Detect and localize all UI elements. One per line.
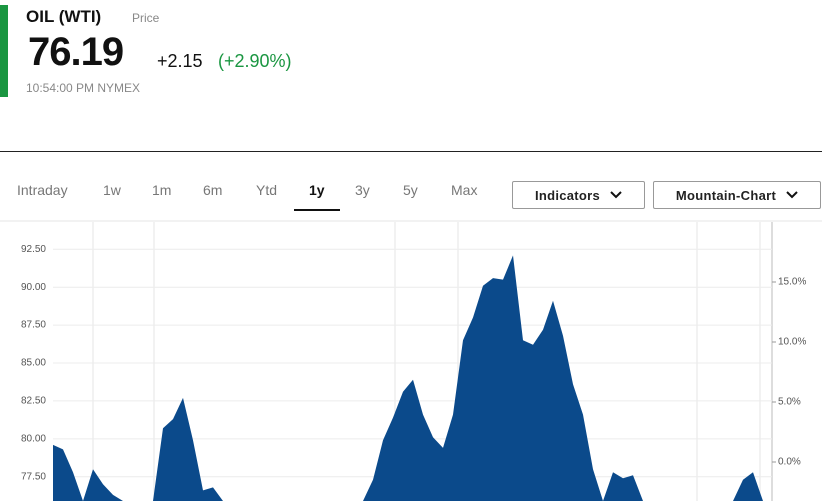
tab[interactable]: 3y [355,182,370,198]
tab[interactable]: 5y [403,182,418,198]
tab[interactable]: 6m [203,182,223,198]
price-label: Price [132,11,160,25]
y2-tick-label: 15.0% [778,277,806,288]
change-pct: (+2.90%) [218,51,292,71]
y-tick-label: 92.50 [21,244,46,255]
y-tick-label: 80.00 [21,433,46,444]
y2-tick-label: 10.0% [778,337,806,348]
exchange: NYMEX [97,81,141,95]
price: 76.19 [28,30,124,74]
time: 10:54:00 PM [26,81,95,95]
divider [0,151,822,152]
tab[interactable]: Intraday [17,182,68,198]
tab-selected[interactable]: 1y [309,182,325,198]
y-tick-label: 90.00 [21,282,46,293]
price-area [53,255,773,501]
chevron [786,191,798,199]
tab[interactable]: Ytd [256,182,278,198]
tab[interactable]: Max [451,182,478,198]
button-label: Mountain-Chart [675,187,777,203]
y-tick-label: 85.00 [21,358,46,369]
tab-underline [294,209,340,211]
y-tick-label: 77.50 [21,471,46,482]
chart-type-button[interactable]: Mountain-Chart [653,181,821,209]
indicators-button[interactable]: Indicators [512,181,645,209]
button-label: Indicators [534,187,601,203]
y-tick-label: 87.50 [21,320,46,331]
y-tick-label: 82.50 [21,396,46,407]
y2-tick-label: 5.0% [778,397,801,408]
y2-tick-label: 0.0% [778,457,801,468]
tab[interactable]: 1w [103,182,121,198]
symbol: OIL (WTI) [26,7,102,26]
chevron [610,191,622,199]
tab[interactable]: 1m [152,182,172,198]
change: +2.15 [157,51,203,71]
accent-bar [0,5,8,97]
timestamp: 10:54:00 PM NYMEX [26,81,140,95]
